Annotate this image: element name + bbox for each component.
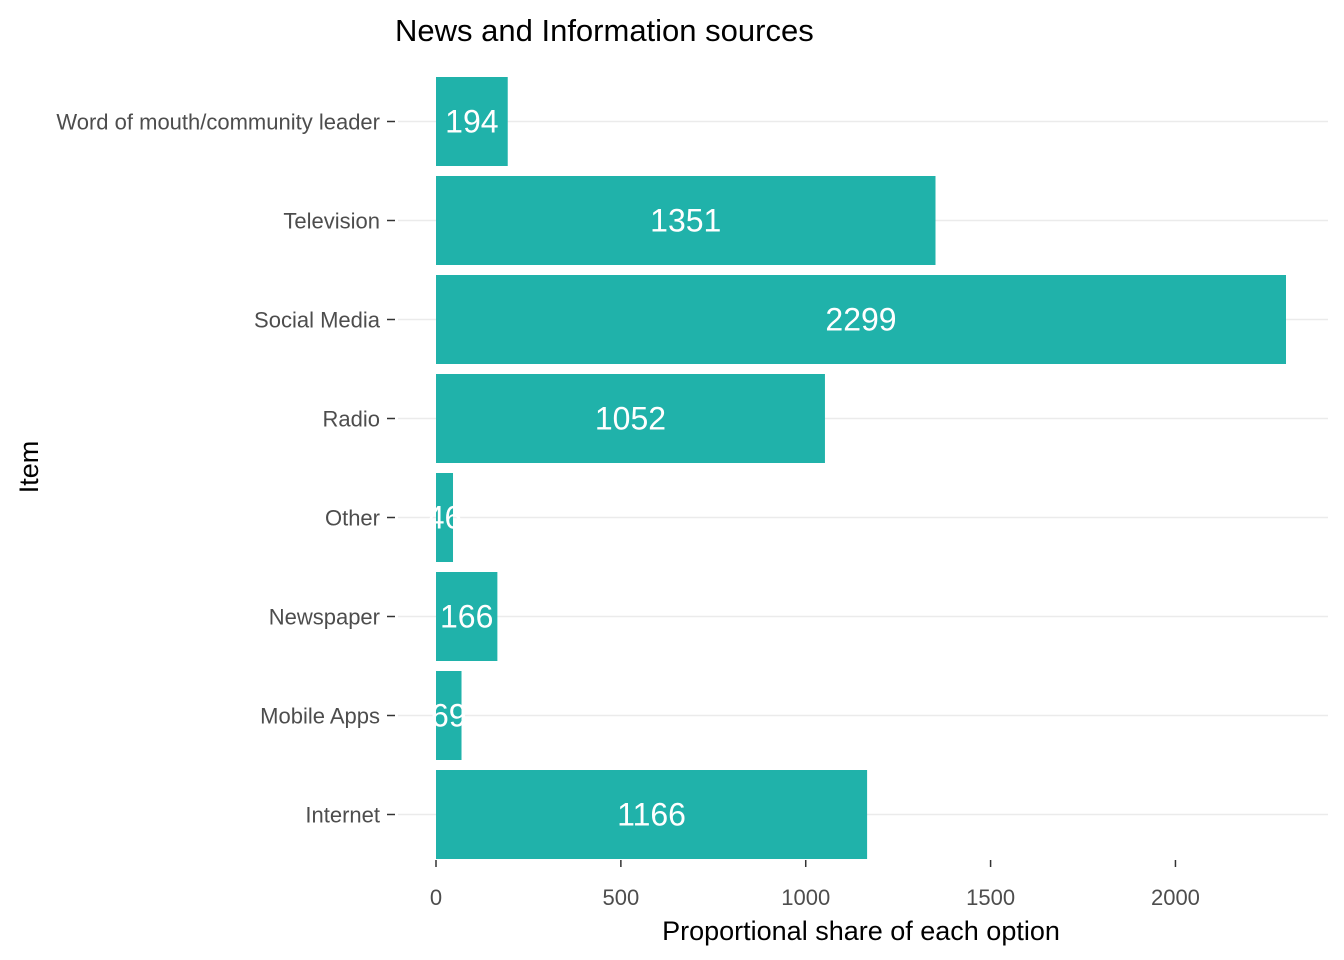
value-axis: 0 500 1000 1500 2000 (430, 860, 1200, 910)
chart-title: News and Information sources (395, 13, 814, 48)
bar (436, 374, 825, 463)
category-label: Mobile Apps (260, 704, 380, 729)
bar (436, 176, 936, 265)
data-label: 69 (431, 698, 467, 734)
category-label: Word of mouth/community leader (56, 110, 380, 135)
data-label: 194 (445, 104, 498, 140)
category-label: Newspaper (269, 605, 380, 630)
tick-label: 2000 (1151, 885, 1200, 910)
bars: 194 1351 2299 1052 46 166 69 1166 (427, 77, 1286, 859)
data-label: 1351 (650, 203, 721, 239)
category-label: Radio (323, 407, 380, 432)
category-label: Social Media (254, 308, 381, 333)
data-label: 166 (440, 599, 493, 635)
tick-label: 0 (430, 885, 442, 910)
bar (436, 770, 868, 859)
category-label: Internet (305, 803, 380, 828)
data-label: 2299 (825, 302, 896, 338)
data-label: 46 (427, 500, 463, 536)
tick-label: 1500 (966, 885, 1015, 910)
category-axis: Word of mouth/community leader Television… (56, 110, 395, 828)
y-axis-title: Item (14, 441, 44, 494)
bar (436, 77, 508, 166)
data-label: 1166 (617, 797, 686, 833)
bar (436, 572, 498, 661)
category-label: Television (283, 209, 380, 234)
bar (436, 275, 1286, 364)
bar (436, 473, 454, 562)
category-label: Other (325, 506, 380, 531)
data-label: 1052 (595, 401, 666, 437)
tick-label: 500 (603, 885, 640, 910)
tick-label: 1000 (781, 885, 830, 910)
x-axis-title: Proportional share of each option (662, 916, 1060, 946)
bar (436, 671, 462, 760)
